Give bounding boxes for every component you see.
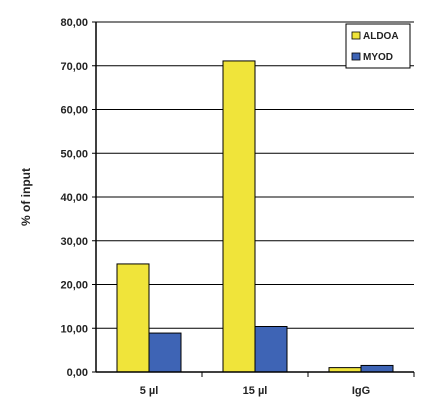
- x-tick-label: IgG: [352, 385, 370, 397]
- bar-myod-1: [254, 326, 288, 373]
- bar-aldoa-0: [116, 263, 150, 373]
- y-tick-label: 30,00: [60, 236, 88, 248]
- legend-swatch-aldoa: [351, 31, 361, 40]
- y-tick-label: 70,00: [60, 61, 88, 73]
- legend: ALDOA MYOD: [345, 23, 411, 69]
- bar-myod-0: [148, 332, 182, 373]
- x-tick-label: 15 µl: [243, 385, 268, 397]
- y-tick-label: 40,00: [60, 192, 88, 204]
- y-tick-label: 0,00: [67, 367, 88, 379]
- y-axis-label: % of input: [19, 168, 33, 226]
- y-tick-labels: 0,00 10,00 20,00 30,00 40,00 50,00 60,00 70,00 8…: [60, 17, 96, 379]
- legend-box: [345, 23, 411, 69]
- bar-myod-2: [360, 364, 394, 373]
- legend-swatch-myod: [351, 52, 361, 61]
- y-tick-label: 20,00: [60, 280, 88, 292]
- legend-label-myod: MYOD: [363, 52, 393, 63]
- bars: [116, 60, 394, 373]
- y-tick-label: 50,00: [60, 148, 88, 160]
- y-tick-label: 80,00: [60, 17, 88, 29]
- y-tick-label: 60,00: [60, 105, 88, 117]
- x-tick-labels: 5 µl 15 µl IgG: [140, 372, 415, 397]
- bar-aldoa-1: [222, 60, 256, 373]
- y-tick-label: 10,00: [60, 323, 88, 335]
- legend-label-aldoa: ALDOA: [363, 31, 399, 42]
- x-tick-label: 5 µl: [140, 385, 159, 397]
